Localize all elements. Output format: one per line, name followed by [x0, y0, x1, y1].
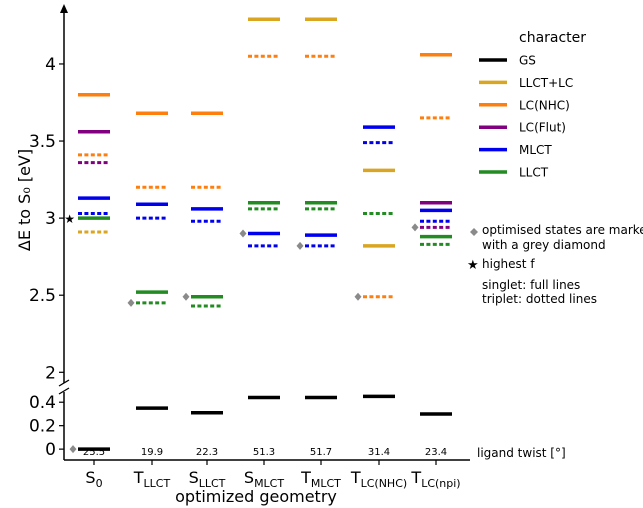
y-tick-label: 4	[45, 55, 56, 75]
legend-label: LC(Flut)	[519, 121, 566, 135]
note-triplet: triplet: dotted lines	[482, 292, 597, 306]
category-main: S	[189, 468, 199, 487]
category-main: T	[410, 468, 421, 487]
optimised-diamond-marker	[127, 298, 135, 307]
optimised-diamond-marker	[239, 229, 247, 238]
optimised-diamond-marker	[296, 241, 304, 250]
y-tick-label: 3.5	[29, 132, 56, 152]
note-highest-f: highest f	[482, 257, 535, 271]
note-star-icon: ★	[467, 258, 479, 273]
levels-layer: ★	[64, 17, 452, 454]
y-tick-label: 0.2	[29, 417, 56, 437]
twist-value: 23.4	[425, 447, 447, 458]
category-label: TLC(NHC)	[350, 468, 407, 490]
category-main: T	[133, 468, 144, 487]
twist-value: 25.5	[83, 447, 105, 458]
category-main: S	[244, 468, 254, 487]
legend-label: MLCT	[519, 143, 552, 157]
twist-value: 31.4	[368, 447, 390, 458]
optimised-diamond-marker	[182, 292, 190, 301]
twist-value: 51.7	[310, 447, 332, 458]
category-label: TLC(npi)	[410, 468, 460, 490]
note-optimised-line2: with a grey diamond	[482, 238, 606, 252]
y-tick-label: 2	[45, 363, 56, 383]
category-label: SLLCT	[189, 468, 226, 490]
highest-f-star: ★	[64, 212, 75, 226]
category-label: S0	[85, 468, 102, 490]
category-main: T	[300, 468, 311, 487]
note-optimised-line1: optimised states are marked	[482, 223, 643, 237]
note-singlet: singlet: full lines	[482, 278, 580, 292]
category-sub: MLCT	[254, 477, 284, 490]
twist-axis-label: ligand twist [°]	[477, 446, 566, 460]
category-sub: LLCT	[199, 477, 226, 490]
category-sub: LLCT	[144, 477, 171, 490]
twist-value: 22.3	[196, 447, 218, 458]
legend-label: GS	[519, 54, 536, 68]
optimised-diamond-marker	[69, 445, 77, 454]
notes: optimised states are marked with a grey …	[467, 223, 643, 460]
y-tick-label: 0.4	[29, 393, 56, 413]
y-axis-arrow	[60, 4, 68, 13]
axis-layer: 2 2.5 3 3.5 4 0 0.2 0.4	[29, 4, 470, 465]
y-tick-label: 3	[45, 209, 56, 229]
legend-label: LLCT+LC	[519, 76, 573, 90]
legend-label: LC(NHC)	[519, 98, 570, 112]
axis-break-mark	[58, 387, 70, 395]
y-axis-title: ΔE to S₀ [eV]	[15, 149, 34, 251]
optimised-diamond-marker	[354, 292, 362, 301]
note-diamond-icon	[470, 228, 478, 236]
category-label: TMLCT	[300, 468, 341, 490]
labels-layer: 25.5S019.9TLLCT22.3SLLCT51.3SMLCT51.7TML…	[83, 447, 461, 490]
category-sub: LC(npi)	[421, 477, 460, 490]
category-sub: LC(NHC)	[361, 477, 408, 490]
twist-value: 19.9	[141, 447, 163, 458]
category-label: TLLCT	[133, 468, 171, 490]
category-main: S	[85, 468, 95, 487]
category-sub: 0	[96, 477, 103, 490]
axis-break-mark	[58, 379, 70, 387]
optimised-diamond-marker	[411, 223, 419, 232]
y-tick-label: 2.5	[29, 286, 56, 306]
y-tick-label: 0	[45, 440, 56, 460]
legend-label: LLCT	[519, 166, 549, 180]
twist-value: 51.3	[253, 447, 275, 458]
category-label: SMLCT	[244, 468, 284, 490]
x-axis-title: optimized geometry	[175, 487, 337, 506]
legend: character GS LLCT+LC LC(NHC) LC(Flut) MLCT LL…	[479, 30, 586, 180]
legend-title: character	[519, 30, 586, 46]
category-main: T	[350, 468, 361, 487]
category-sub: MLCT	[311, 477, 341, 490]
